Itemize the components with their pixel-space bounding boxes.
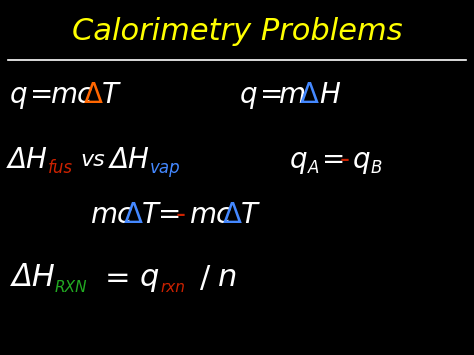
Text: T: T [241, 201, 258, 229]
Text: m: m [278, 81, 305, 109]
Text: H: H [319, 81, 340, 109]
Text: mc: mc [189, 201, 231, 229]
Text: Δ: Δ [124, 201, 143, 229]
Text: Δ: Δ [223, 201, 242, 229]
Text: n: n [218, 263, 237, 293]
Text: ΔH: ΔH [8, 146, 48, 174]
Text: mc: mc [50, 81, 92, 109]
Text: -: - [176, 201, 186, 229]
Text: /: / [200, 263, 210, 293]
Text: B: B [371, 159, 383, 177]
Text: q: q [290, 146, 308, 174]
Text: =: = [105, 263, 131, 293]
Text: q: q [10, 81, 27, 109]
Text: Calorimetry Problems: Calorimetry Problems [72, 17, 402, 47]
Text: T: T [102, 81, 119, 109]
Text: -: - [340, 146, 350, 174]
Text: vap: vap [150, 159, 181, 177]
Text: =: = [322, 146, 346, 174]
Text: q: q [353, 146, 371, 174]
Text: Δ: Δ [300, 81, 319, 109]
Text: q: q [140, 263, 159, 293]
Text: mc: mc [90, 201, 132, 229]
Text: rxn: rxn [160, 280, 185, 295]
Text: =: = [260, 81, 283, 109]
Text: ΔH: ΔH [12, 263, 56, 293]
Text: fus: fus [48, 159, 73, 177]
Text: RXN: RXN [55, 280, 88, 295]
Text: =: = [158, 201, 182, 229]
Text: Δ: Δ [84, 81, 103, 109]
Text: A: A [308, 159, 319, 177]
Text: vs: vs [80, 150, 105, 170]
Text: ΔH: ΔH [110, 146, 150, 174]
Text: q: q [240, 81, 258, 109]
Text: T: T [142, 201, 159, 229]
Text: =: = [30, 81, 54, 109]
